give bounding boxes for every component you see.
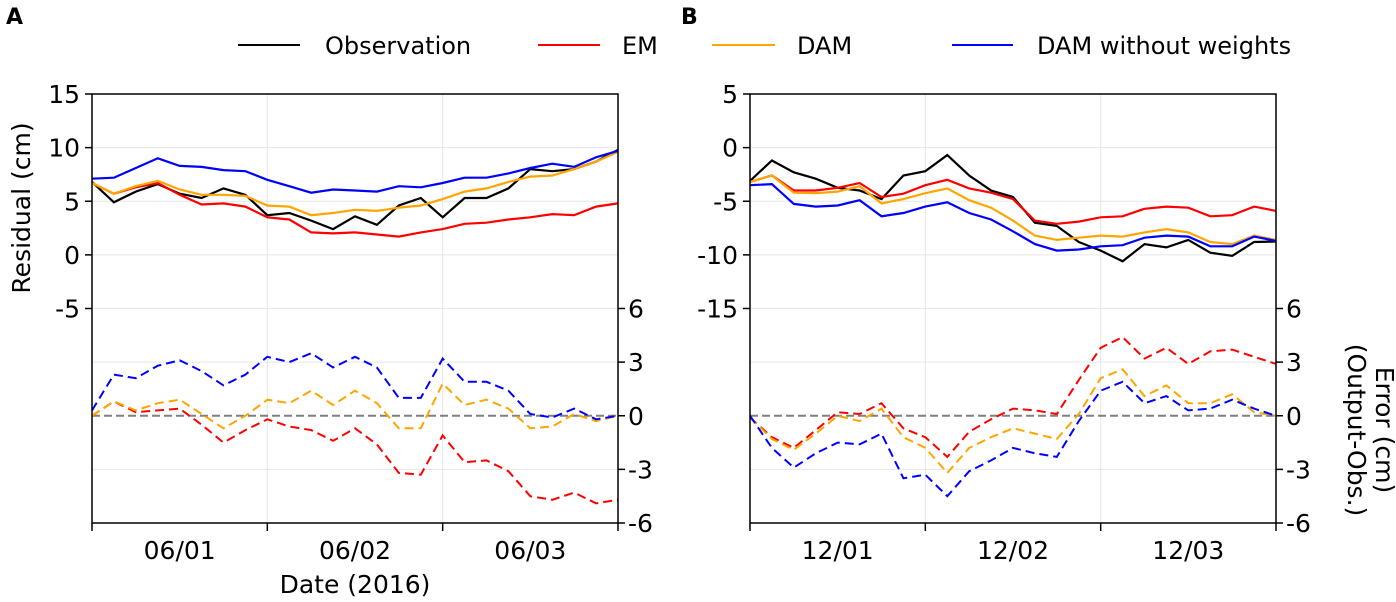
y2-tick-label: 0 [1286, 402, 1302, 431]
y2-tick-label: 6 [1286, 295, 1302, 324]
x-tick-label: 06/01 [144, 536, 216, 565]
x-tick-label: 12/01 [802, 536, 874, 565]
residual-series-dam [91, 150, 619, 217]
legend-label-dam-without-weights: DAM without weights [1037, 32, 1291, 60]
y-tick-label: -10 [697, 241, 738, 270]
legend: Observation EM DAM DAM without weights [238, 32, 1291, 60]
error-series-em [749, 335, 1277, 459]
legend-label-observation: Observation [325, 32, 471, 60]
y-tick-label: 5 [64, 187, 80, 216]
error-series-dam-without-weights [91, 352, 619, 421]
y-tick-label: 0 [64, 241, 80, 270]
x-tick-label: 06/03 [494, 536, 566, 565]
y2-tick-label: -6 [628, 509, 653, 538]
residual-series-em [749, 174, 1277, 225]
y-tick-label: -5 [713, 187, 738, 216]
y-tick-label: -15 [697, 295, 738, 324]
y2-axis-label-line1: Error (cm) [1370, 367, 1396, 494]
plot-frame [749, 93, 1277, 524]
y2-tick-label: 3 [1286, 348, 1302, 377]
residual-series-em [91, 181, 619, 238]
y2-tick-label: -3 [1286, 455, 1311, 484]
plot-frame [91, 93, 619, 524]
y-tick-label: 0 [722, 134, 738, 163]
error-series-dam [91, 381, 619, 430]
y2-tick-label: -6 [1286, 509, 1311, 538]
y-axis-label: Residual (cm) [7, 122, 36, 293]
residual-series-dam-without-weights [91, 149, 619, 194]
error-series-dam-without-weights [749, 380, 1277, 498]
y-tick-label: -5 [55, 295, 80, 324]
y-tick-label: 10 [48, 134, 80, 163]
x-tick-label: 12/03 [1152, 536, 1224, 565]
panel-a: 06/01 06/02 06/03 15 10 5 0 -5 6 3 0 -3 -6 Residual (… [7, 80, 653, 599]
legend-label-dam: DAM [797, 32, 852, 60]
x-tick-label: 06/02 [319, 536, 391, 565]
x-axis-label: Date (2016) [280, 570, 431, 599]
residual-series-dam [749, 174, 1277, 246]
y-tick-label: 15 [48, 80, 80, 109]
x-tick-label: 12/02 [977, 536, 1049, 565]
y2-tick-label: 3 [628, 348, 644, 377]
residual-series-dam-without-weights [749, 182, 1277, 252]
error-series-dam [749, 368, 1277, 475]
residual-series-observation [749, 153, 1277, 263]
y2-tick-label: -3 [628, 455, 653, 484]
panel-label-a: A [6, 5, 23, 30]
y-tick-label: 5 [722, 80, 738, 109]
y2-axis-label-line2: (Output-Obs.) [1342, 344, 1371, 517]
panel-b: 12/01 12/02 12/03 5 0 -5 -10 -15 6 3 0 -3 -6 Error (c… [697, 80, 1396, 565]
y2-tick-label: 0 [628, 402, 644, 431]
legend-label-em: EM [622, 32, 658, 60]
error-series-em [91, 400, 619, 505]
panel-label-b: B [681, 5, 698, 30]
y2-tick-label: 6 [628, 295, 644, 324]
